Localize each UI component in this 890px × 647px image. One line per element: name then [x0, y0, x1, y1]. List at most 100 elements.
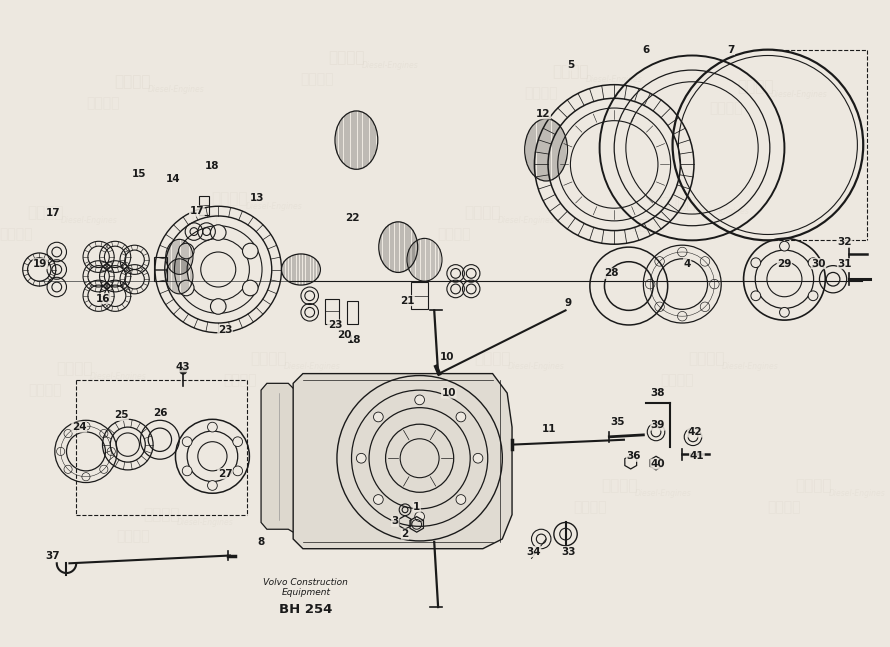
- Text: 柴发动力: 柴发动力: [212, 191, 248, 206]
- Text: 8: 8: [257, 537, 264, 547]
- Circle shape: [180, 367, 187, 374]
- Text: 2: 2: [401, 529, 409, 539]
- Text: 柴发动力: 柴发动力: [56, 361, 93, 377]
- Circle shape: [473, 454, 483, 463]
- Circle shape: [210, 225, 226, 240]
- Text: 24: 24: [72, 422, 86, 432]
- Text: 柴发动力: 柴发动力: [796, 478, 832, 493]
- Circle shape: [233, 466, 243, 476]
- Text: 28: 28: [604, 269, 619, 278]
- Circle shape: [179, 280, 194, 296]
- Circle shape: [233, 437, 243, 446]
- Text: Diesel-Engines: Diesel-Engines: [829, 488, 886, 498]
- Circle shape: [207, 481, 217, 490]
- Text: 柴发动力: 柴发动力: [660, 373, 694, 388]
- Text: 7: 7: [727, 45, 734, 54]
- Text: 柴发动力: 柴发动力: [328, 50, 365, 65]
- Text: 39: 39: [651, 420, 665, 430]
- Text: 柴发动力: 柴发动力: [116, 529, 150, 543]
- Text: 21: 21: [400, 296, 414, 305]
- Circle shape: [780, 307, 789, 317]
- Text: 19: 19: [33, 259, 47, 269]
- Text: Diesel-Engines: Diesel-Engines: [148, 85, 205, 94]
- Circle shape: [456, 412, 465, 422]
- Circle shape: [415, 395, 425, 405]
- Text: 38: 38: [651, 388, 665, 398]
- Text: 18: 18: [347, 334, 361, 345]
- Circle shape: [374, 495, 384, 505]
- Text: Diesel-Engines: Diesel-Engines: [177, 518, 234, 527]
- Circle shape: [207, 422, 217, 432]
- Polygon shape: [293, 373, 512, 549]
- Text: 6: 6: [643, 45, 650, 54]
- Text: 柴发动力: 柴发动力: [301, 72, 335, 86]
- Text: Diesel-Engines: Diesel-Engines: [722, 362, 779, 371]
- Text: 柴发动力: 柴发动力: [86, 96, 120, 110]
- Text: 柴发动力: 柴发动力: [737, 79, 773, 94]
- Text: 柴发动力: 柴发动力: [28, 383, 61, 397]
- Text: 柴发动力: 柴发动力: [601, 478, 637, 493]
- Circle shape: [210, 299, 226, 314]
- Text: 14: 14: [166, 174, 181, 184]
- Text: 32: 32: [837, 237, 852, 247]
- Circle shape: [182, 466, 192, 476]
- Text: 柴发动力: 柴发动力: [552, 65, 588, 80]
- Text: 柴发动力: 柴发动力: [222, 373, 256, 388]
- Text: Diesel-Engines: Diesel-Engines: [498, 216, 555, 225]
- Text: Volvo Construction: Volvo Construction: [263, 578, 348, 587]
- Circle shape: [780, 241, 789, 251]
- Text: 29: 29: [777, 259, 791, 269]
- Bar: [325, 299, 339, 324]
- Text: 柴发动力: 柴发动力: [709, 101, 743, 115]
- Text: 23: 23: [328, 320, 343, 330]
- Text: Diesel-Engines: Diesel-Engines: [586, 75, 643, 84]
- Text: 柴发动力: 柴发动力: [27, 206, 63, 221]
- Text: 柴发动力: 柴发动力: [447, 373, 480, 388]
- Bar: [154, 257, 166, 281]
- Text: 柴发动力: 柴发动力: [659, 196, 696, 211]
- Text: 43: 43: [176, 362, 190, 372]
- Text: Equipment: Equipment: [281, 588, 330, 597]
- Text: 25: 25: [114, 410, 128, 421]
- Text: Diesel-Engines: Diesel-Engines: [420, 508, 477, 517]
- Circle shape: [808, 258, 818, 268]
- Text: 1: 1: [413, 502, 420, 512]
- Circle shape: [415, 512, 425, 521]
- Text: 27: 27: [218, 469, 232, 479]
- Text: Diesel-Engines: Diesel-Engines: [284, 362, 341, 371]
- Text: 13: 13: [250, 193, 264, 204]
- Text: 33: 33: [562, 547, 576, 556]
- Text: 柴发动力: 柴发动力: [115, 74, 151, 89]
- Text: Diesel-Engines: Diesel-Engines: [771, 90, 828, 99]
- Text: 36: 36: [627, 452, 641, 461]
- Bar: [347, 301, 359, 324]
- Text: 9: 9: [565, 298, 572, 307]
- Text: 柴发动力: 柴发动力: [768, 500, 801, 514]
- Text: Diesel-Engines: Diesel-Engines: [635, 488, 692, 498]
- Circle shape: [182, 437, 192, 446]
- Text: 35: 35: [610, 417, 625, 427]
- Text: 柴发动力: 柴发动力: [437, 228, 471, 241]
- Circle shape: [179, 243, 194, 259]
- Text: 5: 5: [567, 60, 574, 71]
- Text: 柴发动力: 柴发动力: [465, 206, 501, 221]
- Text: Diesel-Engines: Diesel-Engines: [90, 372, 147, 381]
- Text: 17: 17: [190, 206, 204, 216]
- Text: 柴发动力: 柴发动力: [474, 351, 511, 366]
- Circle shape: [242, 243, 258, 259]
- Text: 柴发动力: 柴发动力: [387, 498, 424, 512]
- Text: 42: 42: [688, 427, 702, 437]
- Text: Diesel-Engines: Diesel-Engines: [692, 206, 749, 215]
- Circle shape: [356, 454, 366, 463]
- Text: 10: 10: [440, 352, 454, 362]
- Text: 10: 10: [441, 388, 456, 398]
- Text: 37: 37: [45, 551, 61, 560]
- Text: 4: 4: [684, 259, 691, 269]
- Text: BH 254: BH 254: [279, 604, 333, 617]
- Polygon shape: [261, 383, 303, 532]
- Bar: [411, 282, 428, 309]
- Text: 34: 34: [526, 547, 541, 556]
- Text: 23: 23: [218, 325, 232, 335]
- Text: Diesel-Engines: Diesel-Engines: [508, 362, 565, 371]
- Circle shape: [242, 280, 258, 296]
